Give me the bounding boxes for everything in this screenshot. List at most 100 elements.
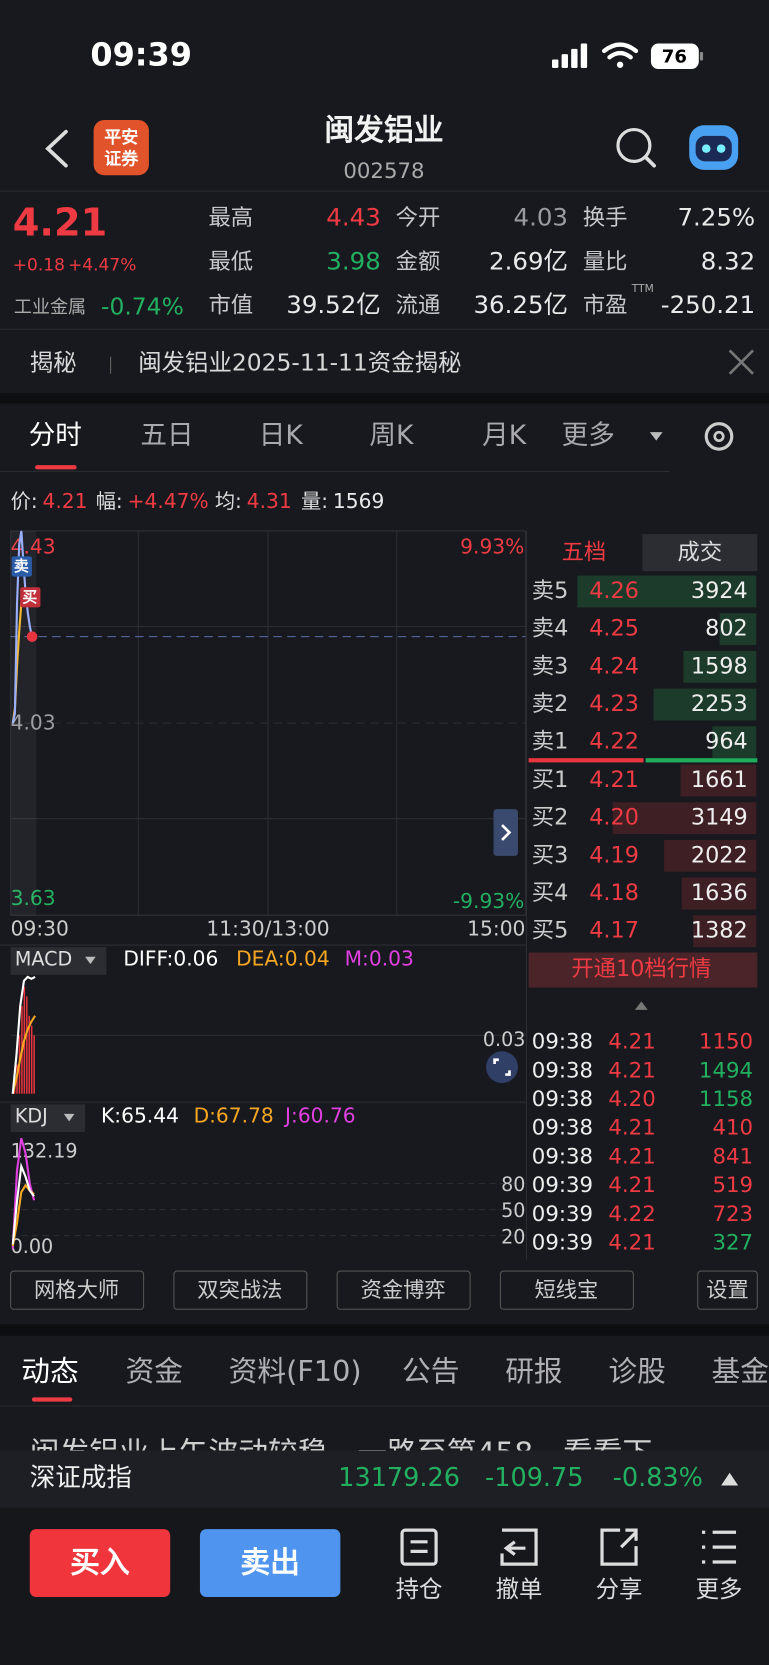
fullscreen-icon [493, 1058, 511, 1076]
kdj-d: D:67.78 [194, 1104, 274, 1128]
content-tab[interactable]: 基金 [712, 1354, 769, 1388]
tool-button[interactable] [697, 1270, 758, 1310]
back-button[interactable] [45, 129, 68, 168]
macd-bar [30, 1025, 33, 1094]
price-change-pct: +4.47% [68, 255, 136, 275]
book-level: 卖1 [532, 729, 569, 755]
book-volume: 2022 [691, 842, 748, 868]
close-banner[interactable] [728, 349, 754, 375]
settings-gear[interactable] [704, 422, 734, 451]
action-label[interactable]: 更多 [696, 1575, 743, 1603]
tool-label[interactable]: 资金博弈 [361, 1278, 446, 1303]
chart-tab[interactable]: 更多 [562, 420, 615, 451]
kdj-axis-label: 20 [501, 1225, 525, 1248]
trade-volume: 723 [712, 1202, 753, 1227]
book-volume: 3149 [691, 805, 748, 831]
buy-button[interactable] [29, 1529, 171, 1598]
battery-level: 76 [662, 46, 687, 67]
stat-value: 4.43 [326, 203, 380, 232]
tool-button[interactable] [336, 1270, 471, 1310]
info-value: 4.21 [43, 489, 88, 513]
trade-volume: 1494 [699, 1058, 753, 1083]
chart-tab[interactable]: 日K [259, 420, 304, 451]
tool-label[interactable]: 网格大师 [34, 1278, 119, 1303]
content-tab[interactable]: 诊股 [608, 1354, 665, 1388]
kdj-axis-label: 50 [501, 1199, 525, 1222]
chart-tab[interactable]: 五日 [140, 420, 193, 451]
trade-price: 4.21 [608, 1116, 655, 1141]
content-tab[interactable]: 研报 [505, 1354, 562, 1388]
buy-label[interactable]: 买入 [70, 1546, 130, 1581]
k-line [11, 1162, 35, 1245]
indicator-selector[interactable] [10, 1104, 86, 1132]
time-axis-label: 09:30 [11, 917, 69, 941]
content-tab[interactable]: 公告 [402, 1354, 459, 1388]
action-label[interactable]: 分享 [596, 1575, 643, 1603]
search-button[interactable] [616, 127, 652, 163]
assistant-eye [701, 144, 711, 153]
book-volume: 802 [705, 616, 748, 642]
kdj-axis-label: 0.00 [11, 1235, 54, 1258]
index-bar[interactable] [0, 1450, 769, 1508]
upgrade-text[interactable]: 开通10档行情 [571, 956, 711, 982]
content-tab[interactable]: 资料(F10) [229, 1354, 362, 1388]
tool-button[interactable] [499, 1270, 634, 1310]
volume-bar [680, 764, 757, 797]
book-tab[interactable]: 成交 [678, 540, 723, 566]
tool-label[interactable]: 双突战法 [197, 1278, 282, 1303]
banner-text[interactable]: 闽发铝业2025-11-11资金揭秘 [138, 349, 461, 377]
upgrade-button[interactable] [528, 952, 758, 988]
sell-button[interactable] [199, 1529, 341, 1598]
book-tab[interactable]: 五档 [562, 540, 607, 566]
fullscreen-button[interactable] [486, 1051, 518, 1084]
book-level: 卖5 [532, 578, 569, 604]
indicator-name[interactable]: KDJ [15, 1105, 48, 1128]
sell-marker-box [11, 556, 32, 577]
action-label[interactable]: 撤单 [496, 1575, 543, 1603]
info-value: 4.31 [247, 489, 292, 513]
index-change: -109.75 [485, 1463, 584, 1493]
book-price: 4.24 [589, 653, 639, 679]
chart-tab[interactable]: 月K [482, 420, 527, 451]
tool-button[interactable] [10, 1270, 145, 1310]
kdj-j: J:60.76 [283, 1104, 356, 1128]
expand-panel[interactable] [493, 809, 518, 856]
content-tab[interactable]: 资金 [126, 1354, 183, 1388]
tool-button[interactable] [173, 1270, 308, 1310]
book-volume: 964 [705, 729, 748, 755]
index-change-pct: -0.83% [613, 1463, 703, 1493]
index-name: 深证成指 [30, 1463, 132, 1493]
dropdown-icon [649, 432, 663, 441]
scroll-up-icon[interactable] [634, 1001, 648, 1010]
book-level: 买5 [532, 918, 569, 944]
expand-index[interactable] [721, 1472, 739, 1486]
chart-tab[interactable]: 分时 [29, 420, 82, 451]
action-icons [400, 1528, 737, 1566]
book-level: 买3 [532, 842, 569, 868]
band [0, 1324, 769, 1336]
tab-background[interactable] [642, 534, 758, 572]
sector-name: 工业金属 [14, 297, 86, 318]
tool-label[interactable]: 设置 [706, 1278, 749, 1303]
book-level: 卖4 [532, 616, 569, 642]
sector-change: -0.74% [101, 292, 184, 320]
action-label[interactable]: 持仓 [396, 1575, 443, 1603]
stat-value: -250.21 [661, 290, 755, 319]
settings-gear-center [713, 430, 725, 443]
content-tab[interactable]: 动态 [21, 1354, 78, 1388]
indicator-name[interactable]: MACD [15, 947, 72, 970]
stat-tag: TTM [631, 282, 654, 295]
volume-bar [577, 575, 757, 608]
volume-bar [683, 650, 757, 683]
tool-label[interactable]: 短线宝 [534, 1278, 598, 1303]
book-price: 4.19 [589, 842, 639, 868]
sell-label[interactable]: 卖出 [240, 1546, 300, 1581]
time-axis-label: 15:00 [467, 917, 525, 941]
volume-bar [693, 915, 757, 948]
chart-tab[interactable]: 周K [369, 420, 414, 451]
diff-line [11, 975, 36, 1094]
volume-bar [681, 877, 757, 910]
stat-label: 量比 [583, 249, 628, 275]
